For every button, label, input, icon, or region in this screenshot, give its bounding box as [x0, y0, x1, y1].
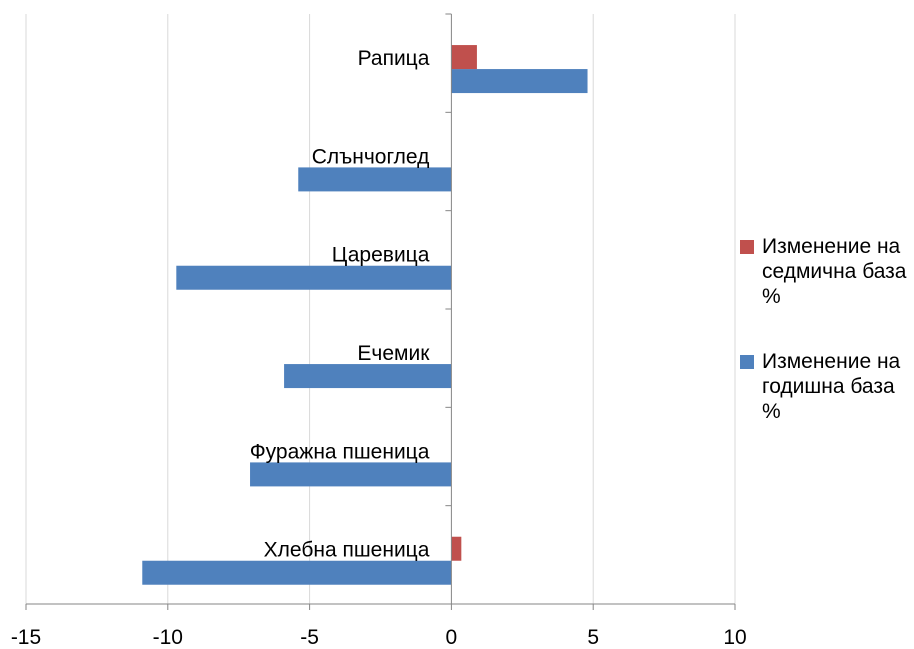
x-tick-label: -5	[300, 626, 319, 649]
category-label: Ечемик	[357, 342, 430, 365]
category-label: Рапица	[358, 47, 430, 70]
legend-label-yearly-line2: годишна база	[762, 375, 895, 398]
bar	[250, 462, 452, 487]
axes	[25, 13, 736, 610]
legend-item-weekly: Изменение на седмична база %	[740, 234, 910, 309]
bar	[176, 265, 452, 290]
category-label: Фуражна пшеница	[250, 440, 430, 463]
legend-label-weekly-line2: седмична база	[762, 260, 907, 283]
legend-swatch-weekly	[740, 240, 754, 254]
legend-label-yearly-line1: Изменение на	[762, 350, 901, 373]
category-label: Слънчоглед	[312, 145, 430, 168]
bar	[142, 560, 452, 585]
category-label: Царевица	[332, 244, 430, 267]
x-tick-label: 0	[446, 626, 458, 649]
legend-label-weekly-line1: Изменение на	[762, 235, 901, 258]
x-tick-labels: -15 -10 -5 0 5 10	[11, 626, 747, 649]
x-tick-label: -10	[153, 626, 183, 649]
category-labels: Хлебна пшеница Фуражна пшеница Ечемик Царев…	[250, 47, 430, 562]
x-tick-label: 5	[587, 626, 599, 649]
x-tick-label: 10	[723, 626, 746, 649]
bar	[451, 69, 588, 94]
legend-swatch-yearly	[740, 355, 754, 369]
gridlines	[25, 14, 736, 604]
bar	[298, 167, 452, 192]
bar	[284, 364, 452, 389]
bar	[451, 45, 477, 70]
legend-item-yearly: Изменение на годишна база %	[740, 349, 910, 424]
legend: Изменение на седмична база % Изменение н…	[740, 234, 910, 424]
legend-label-yearly-line3: %	[762, 400, 781, 423]
bars	[142, 45, 588, 585]
x-tick-label: -15	[11, 626, 41, 649]
bar	[451, 536, 462, 561]
category-label: Хлебна пшеница	[264, 539, 430, 562]
legend-label-weekly-line3: %	[762, 285, 781, 308]
